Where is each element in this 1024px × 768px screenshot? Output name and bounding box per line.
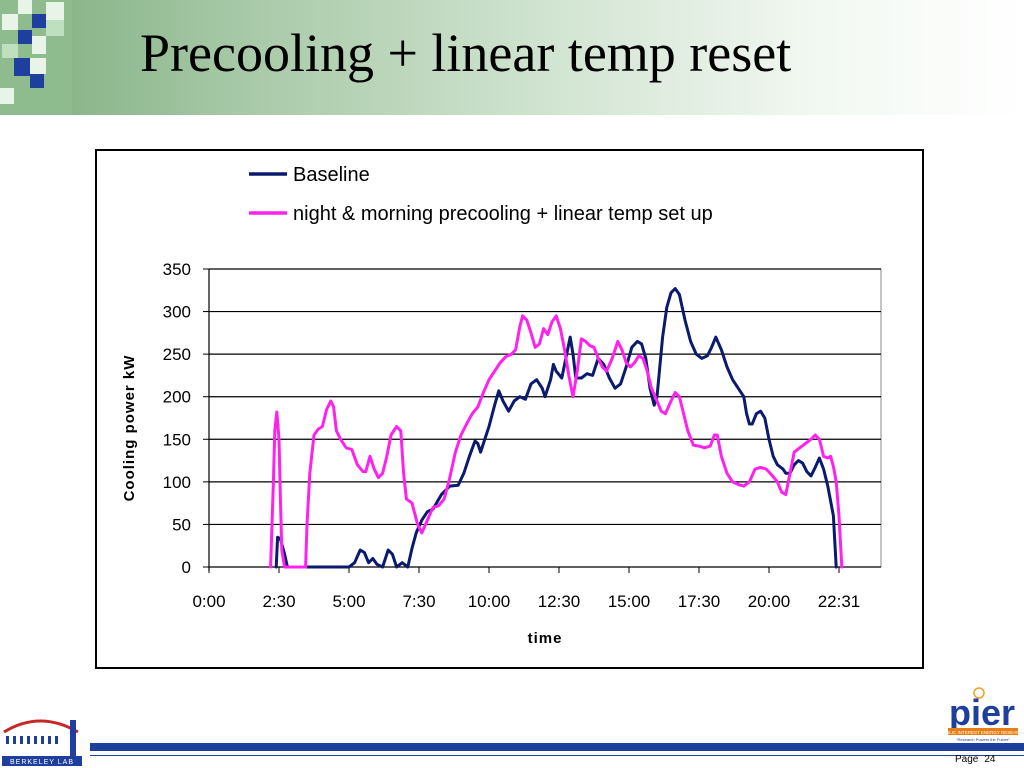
pier-logo: pier PUBLIC INTEREST ENERGY RESEARCH "Re… [940,687,1024,742]
page-number: Page 24 [955,754,1001,765]
x-tick-label: 12:30 [538,592,581,611]
y-tick-label: 250 [163,345,191,364]
legend-label-0: Baseline [293,164,370,186]
x-tick-label: 22:31 [818,592,861,611]
page-label-text: Page [955,754,979,765]
x-tick-label: 17:30 [678,592,721,611]
page-number-value: 24 [984,754,996,765]
svg-text:pier: pier [949,692,1015,733]
x-tick-label: 0:00 [192,592,225,611]
svg-text:"Research Powers the Future": "Research Powers the Future" [956,737,1010,742]
cooling-power-chart: 0 50 100 150 200 250 300 350 0:00 2:30 5:00 7:30 10:… [121,164,882,647]
series-line-0 [274,287,838,569]
chart-frame: 0 50 100 150 200 250 300 350 0:00 2:30 5:00 7:30 10:… [95,149,924,669]
x-tick-label: 5:00 [332,592,365,611]
y-tick-label: 200 [163,388,191,407]
y-axis-title: Cooling power kW [121,355,138,502]
y-tick-label: 50 [172,515,191,534]
x-axis-title: time [528,630,563,647]
y-tick-label: 300 [163,303,191,322]
x-tick-label: 20:00 [748,592,791,611]
header-band [0,0,1024,115]
footer-rule [90,755,1024,756]
legend-label-1: night & morning precooling + linear temp… [293,203,713,225]
x-tick-label: 7:30 [402,592,435,611]
x-tick-label: 15:00 [608,592,651,611]
footer-bar [90,743,1024,751]
x-tick-label: 10:00 [468,592,511,611]
svg-text:BERKELEY LAB: BERKELEY LAB [10,759,74,766]
y-tick-label: 100 [163,473,191,492]
slide-title: Precooling + linear temp reset [140,23,792,83]
y-tick-label: 150 [163,430,191,449]
berkeley-lab-logo: BERKELEY LAB [2,719,82,766]
y-tick-label: 350 [163,260,191,279]
series-line-1 [269,314,844,569]
svg-text:PUBLIC INTEREST ENERGY RESEARC: PUBLIC INTEREST ENERGY RESEARCH [940,730,1024,735]
mosaic-logo [0,0,72,115]
x-tick-label: 2:30 [262,592,295,611]
y-tick-label: 0 [182,558,191,577]
plot-area [208,268,882,568]
